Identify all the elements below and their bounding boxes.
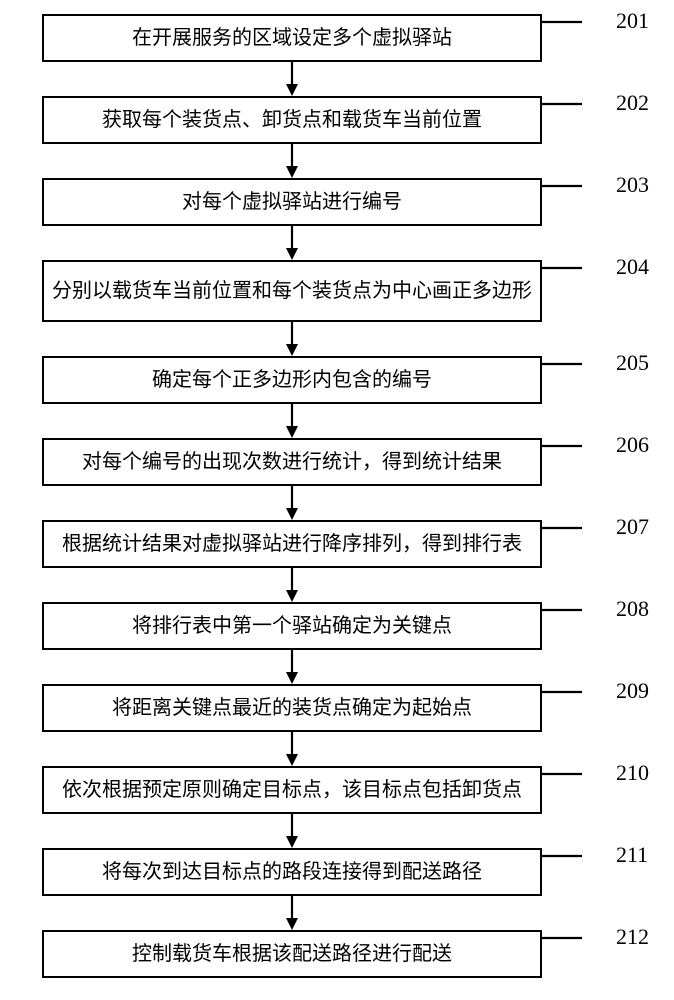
flow-step-text: 根据统计结果对虚拟驿站进行降序排列，得到排行表: [62, 531, 522, 557]
step-number-label: 209: [616, 678, 649, 704]
step-number-label: 207: [616, 514, 649, 540]
flow-step-text: 在开展服务的区域设定多个虚拟驿站: [132, 25, 452, 51]
step-number-label: 208: [616, 596, 649, 622]
flow-step-text: 将排行表中第一个驿站确定为关键点: [132, 613, 452, 639]
flow-step-9: 将距离关键点最近的装货点确定为起始点: [42, 684, 542, 732]
step-number-label: 206: [616, 432, 649, 458]
flow-step-text: 对每个虚拟驿站进行编号: [182, 189, 402, 215]
flow-step-text: 对每个编号的出现次数进行统计，得到统计结果: [82, 449, 502, 475]
flow-step-text: 将距离关键点最近的装货点确定为起始点: [112, 695, 472, 721]
flow-step-12: 控制载货车根据该配送路径进行配送: [42, 930, 542, 978]
flow-step-2: 获取每个装货点、卸货点和载货车当前位置: [42, 96, 542, 144]
flow-step-text: 获取每个装货点、卸货点和载货车当前位置: [102, 107, 482, 133]
flow-step-text: 依次根据预定原则确定目标点，该目标点包括卸货点: [62, 777, 522, 803]
step-number-label: 210: [616, 760, 649, 786]
flow-step-4: 分别以载货车当前位置和每个装货点为中心画正多边形: [42, 260, 542, 322]
step-number-label: 205: [616, 350, 649, 376]
flow-step-7: 根据统计结果对虚拟驿站进行降序排列，得到排行表: [42, 520, 542, 568]
flowchart-canvas: 在开展服务的区域设定多个虚拟驿站 201 获取每个装货点、卸货点和载货车当前位置 20…: [0, 0, 674, 1000]
flow-step-3: 对每个虚拟驿站进行编号: [42, 178, 542, 226]
flow-step-text: 控制载货车根据该配送路径进行配送: [132, 941, 452, 967]
flow-step-1: 在开展服务的区域设定多个虚拟驿站: [42, 14, 542, 62]
flow-step-text: 确定每个正多边形内包含的编号: [152, 367, 432, 393]
flow-step-5: 确定每个正多边形内包含的编号: [42, 356, 542, 404]
step-number-label: 211: [616, 842, 648, 868]
flow-step-8: 将排行表中第一个驿站确定为关键点: [42, 602, 542, 650]
flow-step-text: 将每次到达目标点的路段连接得到配送路径: [102, 859, 482, 885]
step-number-label: 202: [616, 90, 649, 116]
flow-step-10: 依次根据预定原则确定目标点，该目标点包括卸货点: [42, 766, 542, 814]
step-number-label: 212: [616, 924, 649, 950]
flow-step-6: 对每个编号的出现次数进行统计，得到统计结果: [42, 438, 542, 486]
step-number-label: 204: [616, 254, 649, 280]
step-number-label: 203: [616, 172, 649, 198]
flow-step-11: 将每次到达目标点的路段连接得到配送路径: [42, 848, 542, 896]
flow-step-text: 分别以载货车当前位置和每个装货点为中心画正多边形: [52, 278, 532, 304]
step-number-label: 201: [616, 8, 649, 34]
